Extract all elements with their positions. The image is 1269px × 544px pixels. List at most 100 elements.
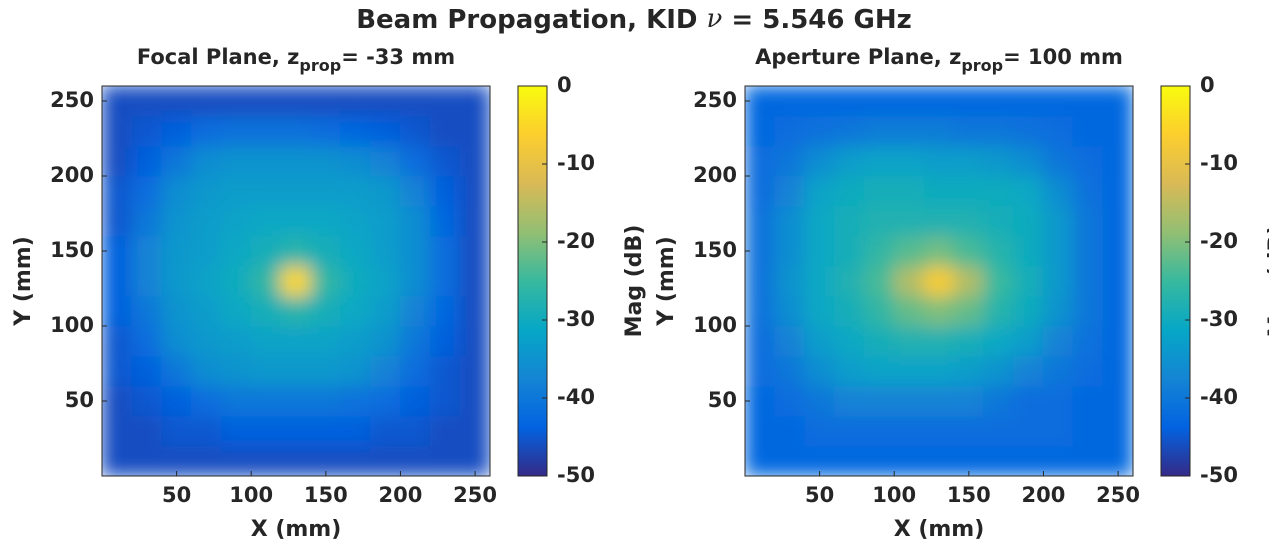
heat-cell — [399, 205, 431, 237]
figure-title: Beam Propagation, KID ν = 5.546 GHz — [356, 4, 912, 35]
heat-cell — [220, 355, 252, 387]
heat-cell — [774, 86, 806, 117]
heat-cell — [1042, 265, 1074, 297]
heat-cell — [102, 415, 133, 447]
heat-cell — [804, 115, 836, 147]
heat-cell — [280, 205, 312, 237]
heat-cell — [834, 385, 865, 417]
colorbar-tick-label: -30 — [1200, 307, 1238, 331]
heat-cell — [429, 325, 461, 357]
title-part: = 5.546 GHz — [722, 5, 911, 35]
heat-cell — [102, 235, 133, 267]
heat-cell — [863, 205, 895, 237]
heat-cell — [1042, 295, 1074, 327]
heat-cell — [774, 445, 806, 476]
heat-cell — [804, 385, 836, 417]
heat-cell — [923, 115, 955, 147]
heat-cell — [834, 325, 865, 357]
heat-cell — [161, 445, 193, 476]
heat-cell — [102, 115, 133, 147]
heat-cell — [370, 265, 401, 297]
heat-cell — [983, 86, 1015, 117]
x-axis-label: X (mm) — [251, 517, 342, 542]
heat-cell — [893, 325, 925, 357]
heat-cell — [310, 385, 342, 417]
heat-cell — [459, 235, 490, 267]
heat-cell — [804, 145, 836, 177]
heat-cell — [745, 325, 776, 357]
colorbar-tick-label: -40 — [557, 385, 595, 409]
heat-cell — [953, 145, 985, 177]
heat-cell — [804, 445, 836, 476]
heat-cell — [310, 325, 342, 357]
heat-cell — [923, 295, 955, 327]
heat-cell — [220, 205, 252, 237]
heat-cell — [1102, 265, 1133, 297]
y-tick-label: 250 — [50, 88, 94, 112]
heat-cell — [161, 175, 193, 207]
heat-cell — [340, 325, 372, 357]
colorbar-tick-label: -50 — [557, 463, 595, 487]
heat-cell — [804, 175, 836, 207]
heat-cell — [863, 175, 895, 207]
heat-cell — [102, 355, 133, 387]
title-part: prop — [299, 56, 341, 75]
heat-cell — [102, 175, 133, 207]
heat-cell — [863, 295, 895, 327]
heat-cell — [834, 86, 865, 117]
heat-cell — [280, 265, 312, 297]
heat-cell — [863, 445, 895, 476]
heat-cell — [399, 415, 431, 447]
colorbar-tick-label: -30 — [557, 307, 595, 331]
heat-cell — [1072, 86, 1104, 117]
heat-cell — [340, 86, 372, 117]
heat-cell — [370, 385, 401, 417]
colorbar-tick-label: -10 — [557, 151, 595, 175]
heat-cell — [310, 175, 342, 207]
heat-cell — [459, 115, 490, 147]
heat-cell — [745, 175, 776, 207]
heat-cell — [191, 175, 222, 207]
heat-cell — [429, 265, 461, 297]
heat-cell — [983, 175, 1015, 207]
heat-cell — [370, 325, 401, 357]
heat-cell — [459, 86, 490, 117]
heat-cell — [923, 415, 955, 447]
heat-cell — [250, 205, 282, 237]
title-part: Aperture Plane, z — [755, 45, 961, 69]
heat-cell — [310, 205, 342, 237]
heat-cell — [220, 235, 252, 267]
heat-cell — [310, 145, 342, 177]
heatmap — [102, 86, 490, 476]
heat-cell — [250, 295, 282, 327]
heat-cell — [1042, 415, 1074, 447]
heat-cell — [863, 355, 895, 387]
x-tick-label: 150 — [947, 483, 991, 507]
y-tick-label: 200 — [50, 163, 94, 187]
heat-cell — [459, 205, 490, 237]
heat-cell — [250, 145, 282, 177]
heat-cell — [310, 295, 342, 327]
y-tick-label: 50 — [65, 388, 94, 412]
heat-cell — [310, 265, 342, 297]
heat-cell — [429, 205, 461, 237]
heat-cell — [250, 175, 282, 207]
title-part: = -33 mm — [341, 45, 455, 69]
heat-cell — [220, 86, 252, 117]
heat-cell — [250, 385, 282, 417]
heat-cell — [893, 86, 925, 117]
heat-cell — [310, 445, 342, 476]
heat-cell — [399, 295, 431, 327]
heat-cell — [893, 265, 925, 297]
heat-cell — [399, 445, 431, 476]
heat-cell — [459, 385, 490, 417]
heat-cell — [459, 355, 490, 387]
heat-cell — [399, 235, 431, 267]
axes-frame — [744, 85, 1134, 477]
heat-cell — [399, 385, 431, 417]
heat-cell — [953, 86, 985, 117]
y-tick-label: 250 — [693, 88, 737, 112]
heat-cell — [804, 235, 836, 267]
heat-cell — [191, 295, 222, 327]
heat-cell — [923, 265, 955, 297]
